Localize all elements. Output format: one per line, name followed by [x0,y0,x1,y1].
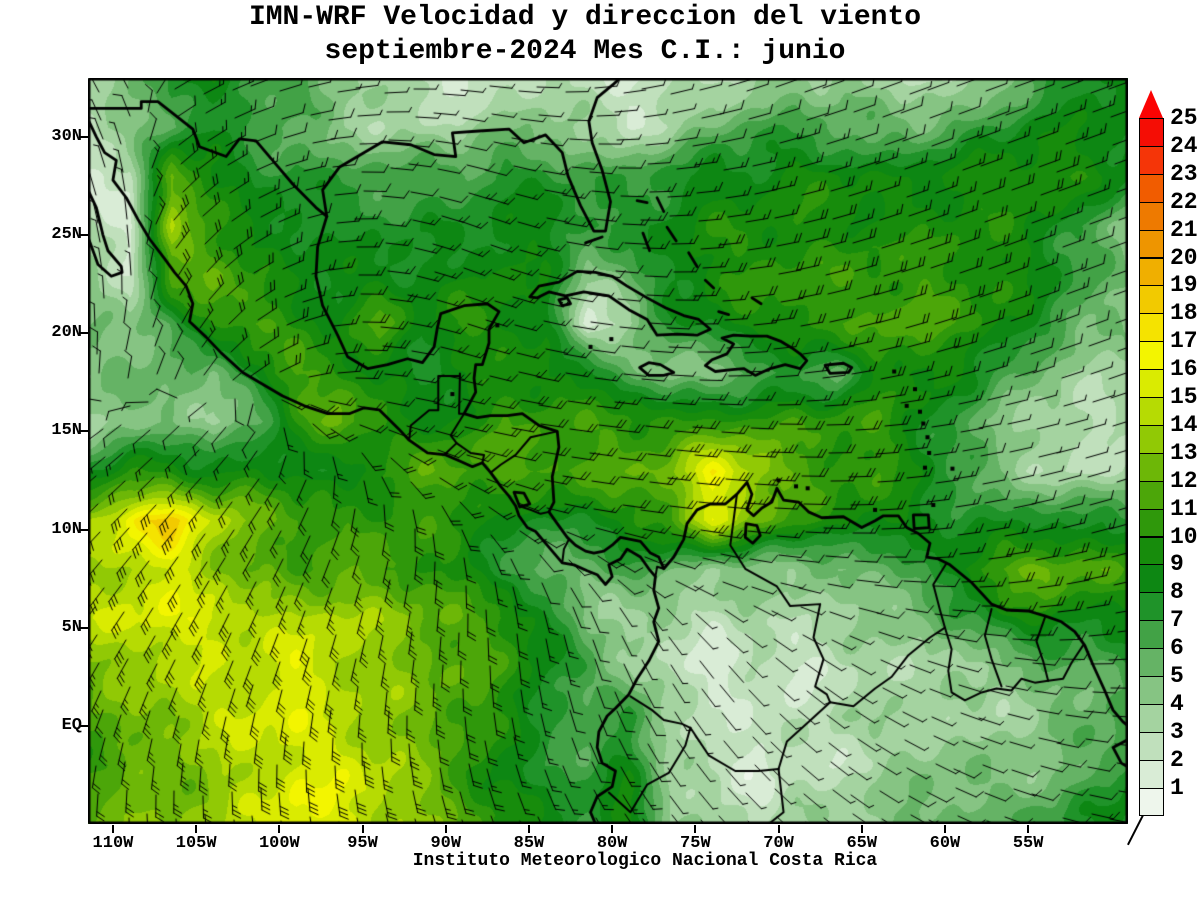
colorbar-level-label: 6 [1170,635,1184,662]
lon-tick-label: 65W [846,834,878,853]
colorbar-level-label: 11 [1170,495,1198,522]
colorbar-level-label: 20 [1170,244,1198,271]
lon-tick [195,825,198,833]
colorbar-level-label: 15 [1170,384,1198,410]
lat-tick-label: 30N [51,126,82,146]
lon-tick-label: 60W [929,834,961,853]
colorbar-cell [1139,229,1164,259]
colorbar-cell [1139,564,1164,594]
footer-attribution: Instituto Meteorologico Nacional Costa R… [412,851,878,871]
colorbar-level-label: 10 [1170,523,1198,550]
lon-tick [694,825,697,833]
lon-tick [278,825,281,833]
lat-tick-label: 10N [51,519,82,539]
lon-tick [111,825,114,833]
lon-tick-label: 55W [1012,834,1044,853]
lat-tick [79,528,88,531]
colorbar-level-label: 3 [1170,718,1184,745]
lon-tick [611,825,614,833]
lon-tick-label: 90W [430,834,462,853]
colorbar-cell [1139,173,1164,203]
colorbar-level-label: 4 [1170,690,1184,717]
lat-tick-label: 25N [51,225,82,245]
lon-tick-label: 105W [175,834,217,853]
colorbar-level-label: 17 [1170,328,1198,355]
colorbar-cell [1139,424,1164,454]
colorbar-cell [1139,620,1164,650]
colorbar-level-label: 12 [1170,467,1198,494]
colorbar-cell [1139,118,1164,147]
colorbar-cell [1139,341,1164,371]
lat-tick-label: 15N [51,421,82,441]
colorbar-level-label: 5 [1170,663,1184,689]
lat-tick [79,430,88,433]
lat-tick-label: 20N [51,323,82,343]
colorbar-level-label: 14 [1170,411,1198,438]
lon-tick-label: 110W [92,834,134,853]
lon-tick [860,825,863,833]
colorbar-cell [1139,592,1164,622]
colorbar-level-label: 16 [1170,356,1198,383]
colorbar-cell [1139,676,1164,705]
lon-tick [943,825,946,833]
colorbar-cell [1139,508,1164,538]
colorbar-cell [1139,703,1164,733]
map-title-line2: septiembre-2024 Mes C.I.: junio [324,36,846,67]
lon-tick-label: 70W [763,834,794,853]
colorbar-cell [1139,369,1164,398]
colorbar-level-label: 13 [1170,439,1198,466]
colorbar-level-label: 24 [1170,132,1198,159]
colorbar-cell [1139,480,1164,510]
colorbar-level-label: 8 [1170,579,1184,606]
lat-tick [79,135,88,138]
lon-tick [1027,825,1030,833]
lon-tick-label: 75W [680,834,711,853]
colorbar-cell [1139,536,1164,566]
colorbar-level-label: 21 [1170,216,1198,243]
colorbar-cell [1139,397,1164,426]
colorbar-cell [1139,648,1164,677]
colorbar-cell [1139,257,1164,287]
colorbar-level-label: 1 [1170,774,1184,801]
lat-tick [79,626,88,629]
colorbar-cell [1139,313,1164,343]
colorbar-cell [1139,285,1164,315]
colorbar-level-label: 9 [1170,551,1184,578]
lat-tick-label: 5N [61,617,82,637]
map-title-line1: IMN-WRF Velocidad y direccion del viento [248,2,922,33]
colorbar-min-line [1127,815,1144,846]
colorbar-cell [1139,787,1164,817]
lon-tick-label: 85W [513,834,545,853]
colorbar-level-label: 18 [1170,300,1198,327]
colorbar: 25 24 23 22 21 20 19 18 17 16 15 14 13 12 11 10 9 8 7 6 5 4 3 2… [1127,90,1200,860]
lat-tick [79,332,88,335]
lat-tick [79,234,88,237]
colorbar-level-label: 22 [1170,188,1198,215]
lat-tick-label: EQ [61,715,82,735]
lon-tick-label: 80W [596,834,628,853]
lon-tick [444,825,447,833]
colorbar-cell [1139,731,1164,761]
lat-tick [79,724,88,727]
colorbar-level-label: 25 [1170,105,1198,131]
colorbar-level-label: 23 [1170,160,1198,187]
colorbar-cell [1139,145,1164,175]
colorbar-level-label: 19 [1170,272,1198,299]
lon-tick [527,825,530,833]
colorbar-max-arrow-icon [1139,90,1163,118]
colorbar-level-label: 2 [1170,746,1184,773]
colorbar-level-label: 7 [1170,607,1184,634]
lon-tick [777,825,780,833]
lon-tick-label: 95W [347,834,378,853]
colorbar-cell [1139,759,1164,789]
lon-tick [361,825,364,833]
lon-tick-label: 100W [258,834,300,853]
colorbar-cell [1139,452,1164,482]
wind-field-canvas [88,78,1128,824]
colorbar-cell [1139,201,1164,231]
